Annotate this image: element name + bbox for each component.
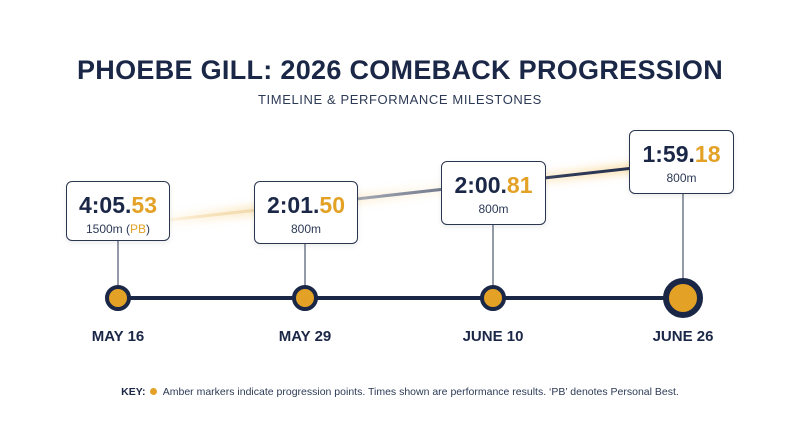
amber-dot-icon: [150, 388, 158, 395]
key-label: KEY:: [121, 386, 146, 398]
trend-line: [149, 158, 706, 224]
milestone-card: 4:05.53 1500m (PB): [66, 181, 170, 241]
milestone-date: JUNE 26: [652, 328, 714, 345]
milestone-date: JUNE 10: [462, 328, 524, 345]
page-subtitle: TIMELINE & PERFORMANCE MILESTONES: [258, 92, 542, 107]
milestone-time: 2:00.81: [454, 172, 533, 198]
page-title: PHOEBE GILL: 2026 COMEBACK PROGRESSION: [76, 55, 723, 85]
milestone-marker-final: [663, 278, 703, 318]
milestone-time: 1:59.18: [642, 141, 721, 167]
key-text: Amber markers indicate progression point…: [162, 386, 679, 398]
milestone-time: 4:05.53: [78, 192, 158, 218]
milestone-time: 2:01.50: [266, 192, 346, 218]
milestone-card: 2:01.50 800m: [254, 181, 358, 244]
milestone-date: MAY 29: [278, 328, 332, 345]
legend-key: KEY: Amber markers indicate progression …: [0, 386, 800, 398]
milestone-date: MAY 16: [91, 328, 145, 345]
milestone-marker: [105, 285, 131, 311]
milestone-marker: [480, 285, 506, 311]
milestone-card: 1:59.18 800m: [629, 130, 734, 194]
milestone-event: 800m: [290, 222, 322, 236]
milestone-card: 2:00.81 800m: [441, 161, 546, 225]
milestone-marker: [292, 285, 318, 311]
pb-badge: PB: [130, 222, 147, 236]
milestone-event: 1500m (PB): [85, 222, 151, 236]
milestone-event: 800m: [478, 202, 509, 216]
milestone-event: 800m: [666, 171, 697, 185]
